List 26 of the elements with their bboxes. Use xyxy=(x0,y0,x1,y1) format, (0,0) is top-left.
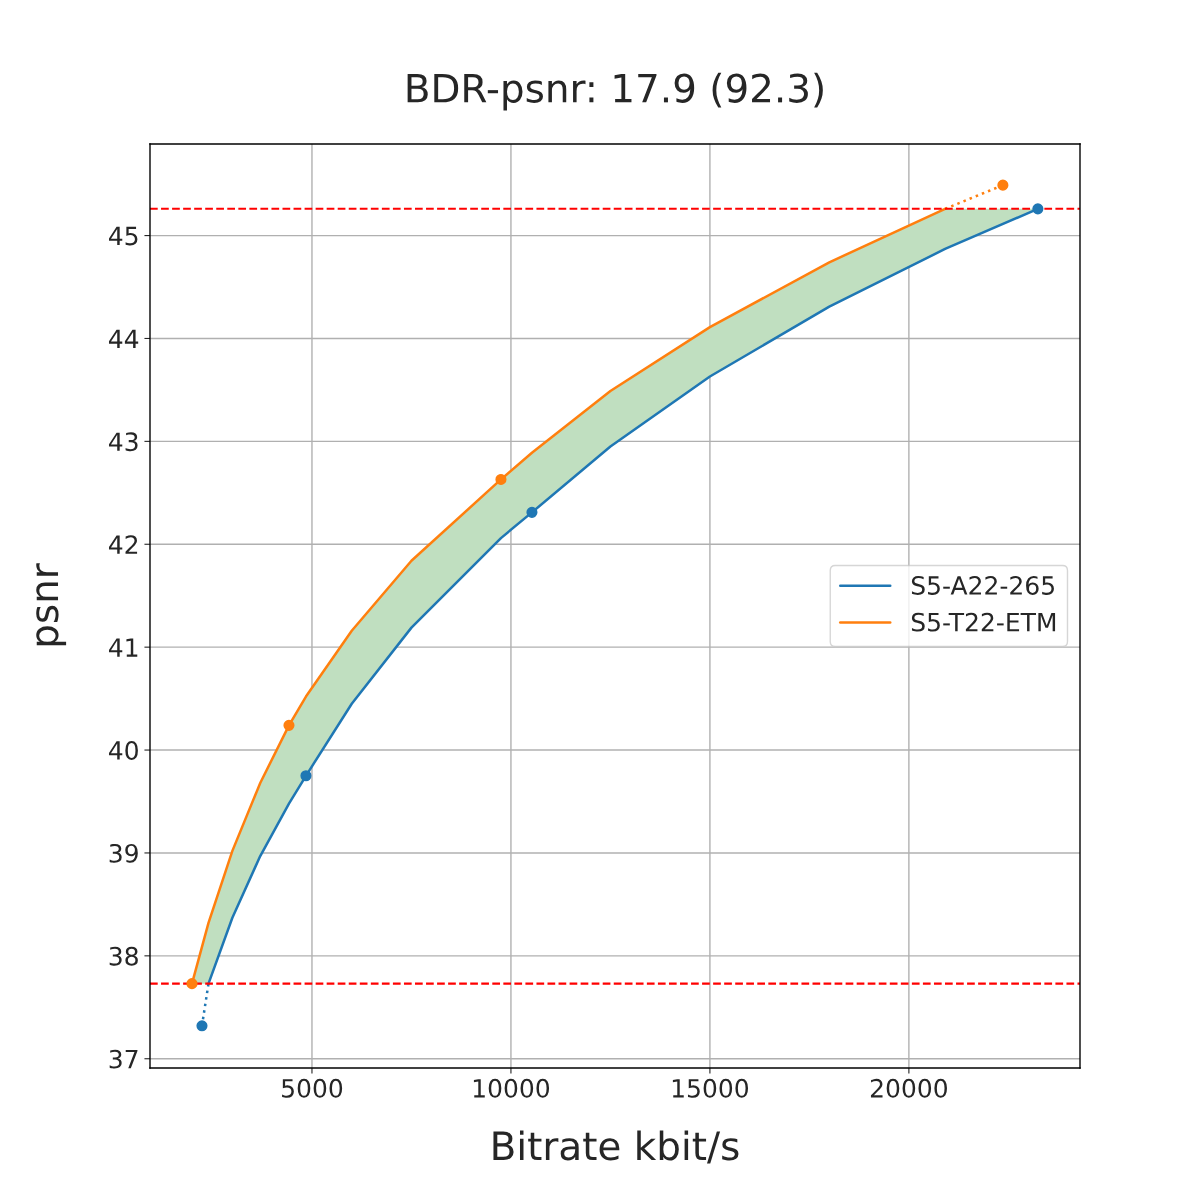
y-tick-label: 38 xyxy=(109,946,138,966)
point xyxy=(526,506,538,518)
legend-label: S5-T22-ETM xyxy=(911,612,1056,632)
point xyxy=(283,719,295,731)
point xyxy=(196,1020,208,1032)
point xyxy=(300,770,312,782)
y-tick-label: 42 xyxy=(108,535,138,554)
y-tick-label: 40 xyxy=(108,741,138,760)
chart-title: BDR-psnr: 17.9 (92.3) xyxy=(407,72,823,111)
x-tick-label: 10000 xyxy=(473,1078,550,1098)
x-tick-label: 5000 xyxy=(282,1078,343,1098)
point xyxy=(495,473,507,485)
y-tick-label: 39 xyxy=(109,843,138,863)
y-tick-label: 43 xyxy=(108,432,138,452)
point xyxy=(997,179,1009,191)
x-tick-label: 15000 xyxy=(672,1078,749,1098)
point xyxy=(186,978,198,990)
y-tick-label: 44 xyxy=(108,329,139,348)
x-axis-title: Bitrate kbit/s xyxy=(493,1130,739,1164)
y-tick-label: 41 xyxy=(108,638,138,657)
y-tick-label: 45 xyxy=(108,226,138,246)
y-tick-label: 37 xyxy=(109,1049,138,1069)
y-axis-title: psnr xyxy=(36,563,67,646)
point xyxy=(1032,203,1044,215)
x-tick-label: 20000 xyxy=(870,1078,947,1098)
legend-label: S5-A22-265 xyxy=(911,576,1054,595)
